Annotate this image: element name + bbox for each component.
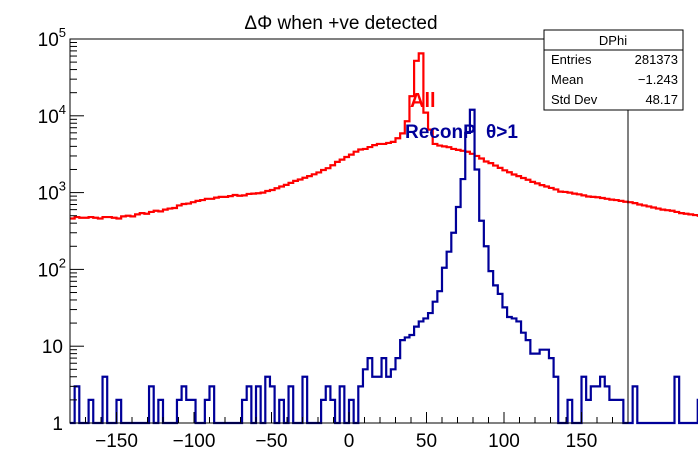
y-tick-label: 102: [38, 255, 66, 281]
stats-entries-value: 281373: [635, 52, 678, 67]
y-tick-label: 105: [38, 25, 66, 51]
x-tick-label: 50: [416, 431, 437, 452]
stats-entries-label: Entries: [551, 52, 592, 67]
stats-box-title: DPhi: [599, 33, 627, 48]
chart-title: ΔΦ when +ve detected: [244, 13, 437, 34]
y-tick-label: 1: [52, 414, 63, 435]
x-tick-label: 0: [344, 431, 355, 452]
x-tick-label: −100: [173, 431, 216, 452]
y-tick-label: 10: [42, 337, 63, 358]
y-tick-label: 103: [38, 179, 66, 205]
x-tick-label: 100: [488, 431, 520, 452]
plot-area: [70, 52, 698, 425]
stats-box: DPhi Entries 281373 Mean −1.243 Std Dev …: [543, 29, 684, 111]
histogram-series-reconp: [70, 108, 698, 425]
legend-label-reconp: ReconP θ>1: [405, 122, 518, 143]
histogram-series-all: [70, 52, 698, 220]
legend-label-all: All: [410, 90, 436, 112]
stats-mean-label: Mean: [551, 72, 584, 87]
x-tick-label: −50: [255, 431, 287, 452]
axes: −150 −100 −50 0 50 100 150 1 10 102 103 104 105: [38, 25, 629, 452]
stats-stddev-value: 48.17: [645, 92, 678, 107]
x-tick-label: 150: [566, 431, 598, 452]
y-tick-label: 104: [38, 102, 66, 128]
stats-box-frame: [543, 29, 684, 111]
stats-mean-value: −1.243: [638, 72, 678, 87]
x-tick-label: −150: [95, 431, 138, 452]
legend: All ReconP θ>1: [405, 90, 518, 143]
stats-stddev-label: Std Dev: [551, 92, 598, 107]
